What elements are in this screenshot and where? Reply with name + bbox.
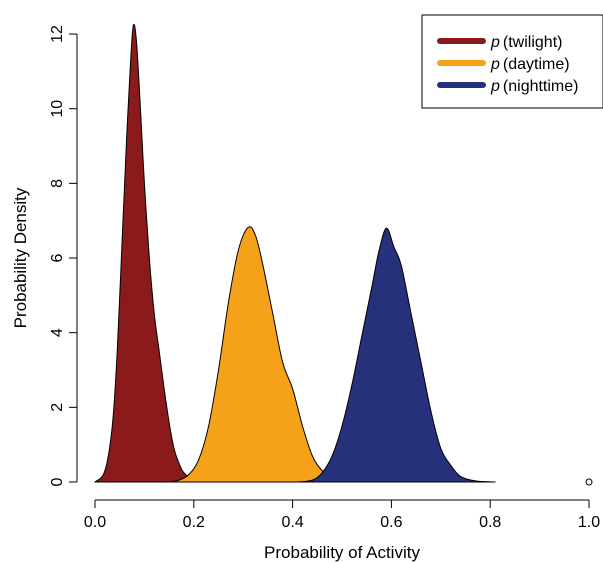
- axes: 0.0 0.2 0.4 0.6 0.8 1.0 0 2 4 6 8 10 12 Probability…: [11, 25, 600, 562]
- density-area-nighttime: [297, 227, 496, 483]
- legend: p (twilight) p (daytime) p (nighttime): [421, 14, 603, 109]
- legend-label-daytime: p (daytime): [490, 56, 570, 73]
- y-tick-label: 10: [49, 100, 66, 118]
- x-tick-label: 0.8: [479, 514, 501, 531]
- y-tick-label: 6: [49, 253, 66, 262]
- legend-label-twilight: p (twilight): [490, 34, 562, 51]
- y-tick-label: 4: [49, 328, 66, 337]
- y-axis-title: Probability Density: [11, 187, 30, 328]
- plot-area: [94, 23, 593, 486]
- y-tick-label: 2: [49, 403, 66, 412]
- y-tick-label: 8: [49, 179, 66, 188]
- x-tick-label: 1.0: [578, 514, 600, 531]
- x-tick-label: 0.6: [380, 514, 402, 531]
- x-axis-title: Probability of Activity: [264, 543, 420, 562]
- y-tick-label: 12: [49, 25, 66, 43]
- x-tick-label: 0.0: [84, 514, 106, 531]
- density-area-daytime: [168, 226, 343, 483]
- x-tick-label: 0.2: [183, 514, 205, 531]
- legend-label-nighttime: p (nighttime): [490, 78, 578, 95]
- point-marker: [585, 478, 593, 486]
- x-ticks: 0.0 0.2 0.4 0.6 0.8 1.0: [84, 500, 600, 531]
- y-tick-label: 0: [49, 477, 66, 486]
- x-tick-label: 0.4: [281, 514, 303, 531]
- y-ticks: 0 2 4 6 8 10 12: [49, 25, 77, 486]
- density-area-twilight: [94, 23, 205, 483]
